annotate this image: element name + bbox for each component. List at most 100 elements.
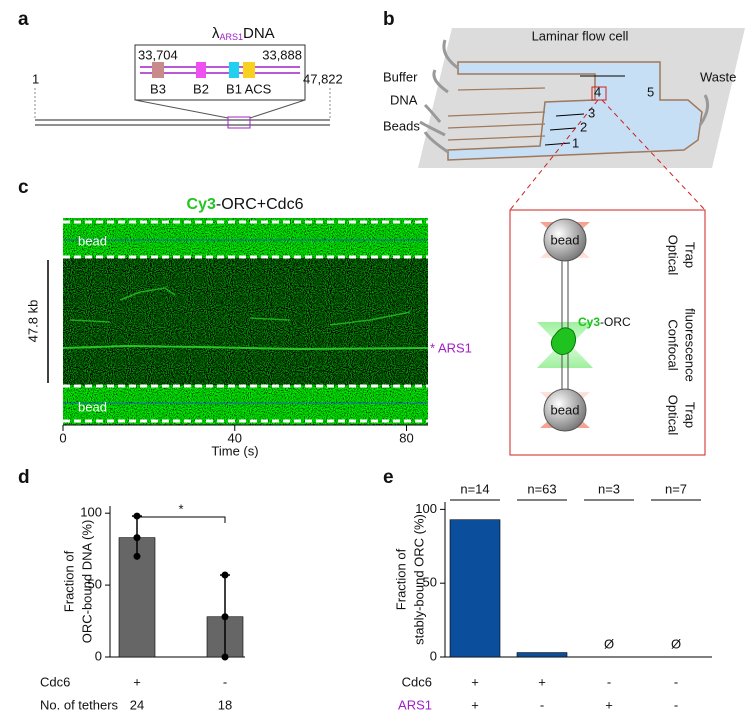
inset-start: 33,704 xyxy=(138,47,178,62)
row-value: 18 xyxy=(218,697,232,711)
data-point xyxy=(133,552,141,560)
n-label: n=14 xyxy=(460,481,489,496)
significance-bracket xyxy=(136,516,226,523)
channel-number: 2 xyxy=(580,119,587,134)
tubing xyxy=(419,39,710,154)
bead-label: bead xyxy=(551,402,580,417)
panel-label: a xyxy=(18,9,29,30)
y-axis-label: Fraction of xyxy=(393,548,408,610)
bead-label: bead xyxy=(78,399,107,414)
row-value: - xyxy=(674,697,678,711)
section-label: Trap xyxy=(683,402,698,428)
zoom-line xyxy=(134,99,229,119)
inset-end: 33,888 xyxy=(262,47,302,62)
bead-label: bead xyxy=(78,233,107,248)
element-label: B3 xyxy=(150,81,166,96)
protein: -ORC xyxy=(600,315,631,329)
channel-number: 1 xyxy=(572,135,579,150)
panel-a-title: λARS1DNA xyxy=(212,25,275,42)
zoom-line xyxy=(249,99,306,119)
row-value: - xyxy=(540,697,544,711)
section-label: fluorescence xyxy=(683,308,698,382)
orc-label: Cy3-ORC xyxy=(578,315,631,329)
inlet-label: Beads xyxy=(383,118,420,133)
n-label: n=3 xyxy=(598,481,620,496)
row-label: No. of tethers xyxy=(40,697,119,711)
empty-symbol: Ø xyxy=(604,636,614,651)
section-label: Trap xyxy=(683,242,698,268)
row-value: + xyxy=(133,674,141,689)
zoom-line xyxy=(601,99,706,211)
bead-signal xyxy=(63,218,428,258)
row-value: + xyxy=(538,674,546,689)
y-axis-label: Fraction of xyxy=(61,550,76,612)
orc-complex xyxy=(550,327,577,355)
dna-start: 1 xyxy=(32,71,39,86)
element-label: ACS xyxy=(245,81,272,96)
dna-end: 47,822 xyxy=(303,71,343,86)
data-point xyxy=(133,534,141,542)
bar xyxy=(516,652,568,658)
y-tick-label: 50 xyxy=(88,577,102,592)
y-tick-label: 50 xyxy=(423,575,437,590)
panel-label: e xyxy=(383,467,394,488)
x-ticks: 0 40 80 xyxy=(59,425,414,445)
n-label: n=7 xyxy=(665,481,687,496)
channel-number: 3 xyxy=(588,105,595,120)
bead-label: bead xyxy=(551,232,580,247)
ars1-marker: * ARS1 xyxy=(430,340,472,355)
inlet-label: Buffer xyxy=(383,69,418,84)
row-value: - xyxy=(607,674,611,689)
row-value: + xyxy=(605,697,613,711)
data-point xyxy=(221,613,229,621)
row-label: ARS1 xyxy=(398,697,432,711)
bar xyxy=(449,519,501,658)
row-value: 24 xyxy=(130,697,144,711)
section-label: Optical xyxy=(666,395,681,436)
element-label: B2 xyxy=(193,81,209,96)
orc-trace xyxy=(62,344,429,351)
section-label: Confocal xyxy=(666,319,681,370)
y-tick-label: 100 xyxy=(80,505,102,520)
panel-label: b xyxy=(383,9,395,30)
data-point xyxy=(221,571,229,579)
zoom-line xyxy=(509,99,599,211)
channel-number: 4 xyxy=(594,84,601,99)
panel-label: c xyxy=(18,177,29,198)
element-b1 xyxy=(229,62,239,78)
trap-box xyxy=(509,209,706,456)
channel-walls xyxy=(447,87,546,141)
y-tick-label: 0 xyxy=(430,648,437,663)
row-label: Cdc6 xyxy=(402,674,432,689)
inlet-label: DNA xyxy=(390,92,418,107)
empty-symbol: Ø xyxy=(671,636,681,651)
row-value: + xyxy=(471,697,479,711)
panel-label: d xyxy=(18,467,30,488)
row-value: - xyxy=(674,674,678,689)
bead xyxy=(543,388,587,432)
x-axis-label: Time (s) xyxy=(211,443,258,458)
bead xyxy=(543,218,587,262)
zoom-box xyxy=(591,86,607,101)
n-label: n=63 xyxy=(527,481,556,496)
flow-cell-title: Laminar flow cell xyxy=(532,28,629,43)
element-label: B1 xyxy=(226,81,242,96)
flow-arrows xyxy=(544,75,625,146)
y-tick-label: 100 xyxy=(415,501,437,516)
scale-bar-label: 47.8 kb xyxy=(25,300,40,343)
dye: Cy3 xyxy=(578,315,600,329)
significance-label: * xyxy=(178,501,183,516)
row-value: + xyxy=(471,674,479,689)
y-axis-label: stably-bound ORC (%) xyxy=(411,514,426,645)
bead-signal xyxy=(63,385,428,425)
ars1-region xyxy=(227,116,251,129)
element-b2 xyxy=(196,62,206,78)
element-acs xyxy=(243,62,255,78)
row-label: Cdc6 xyxy=(40,674,70,689)
outlet-label: Waste xyxy=(700,69,736,84)
bead-edges xyxy=(63,220,428,423)
title-text: -ORC+Cdc6 xyxy=(216,196,304,213)
